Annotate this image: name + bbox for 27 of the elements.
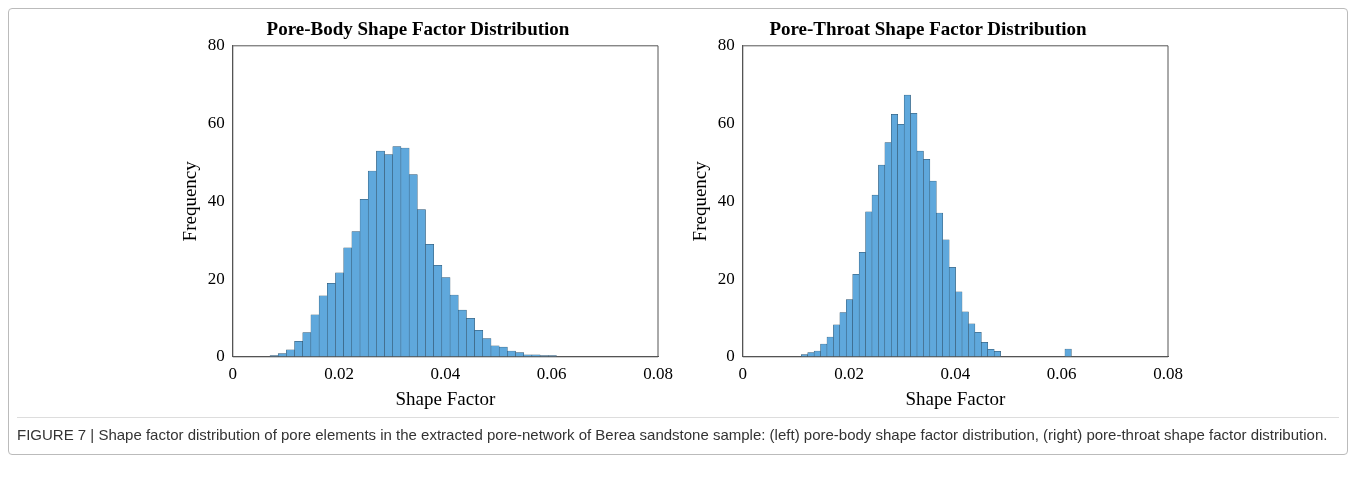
- x-tick-label: 0.02: [834, 364, 864, 384]
- x-tick-label: 0.02: [324, 364, 354, 384]
- x-tick-label: 0: [738, 364, 748, 384]
- y-tick-label: 60: [717, 113, 735, 133]
- x-axis-title: Shape Factor: [395, 387, 496, 409]
- x-tick-label: 0: [228, 364, 238, 384]
- chart-title: Pore-Throat Shape Factor Distribution: [769, 18, 1088, 40]
- y-tick-label: 40: [207, 190, 225, 210]
- y-tick-label: 80: [717, 35, 735, 55]
- x-tick-label: 0.06: [1046, 364, 1077, 384]
- x-tick-label: 0.08: [643, 364, 673, 384]
- y-axis-title: Frequency: [179, 160, 201, 242]
- caption: FIGURE 7 | Shape factor distribution of pore elements in the extracted pore-network of Berea sandstone sample: (left) pore-body shape factor distribution, (right) pore-throat shape factor distribution.: [17, 425, 1329, 445]
- x-tick-label: 0.06: [536, 364, 567, 384]
- y-tick-label: 60: [207, 113, 225, 133]
- x-tick-label: 0.08: [1153, 364, 1183, 384]
- x-tick-label: 0.04: [940, 364, 971, 384]
- y-tick-label: 20: [207, 268, 225, 288]
- x-tick-label: 0.04: [430, 364, 461, 384]
- y-tick-label: 20: [717, 268, 735, 288]
- chart-title: Pore-Body Shape Factor Distribution: [266, 18, 570, 40]
- y-tick-label: 40: [717, 190, 735, 210]
- y-axis-title: Frequency: [689, 160, 711, 242]
- y-tick-label: 80: [207, 35, 225, 55]
- y-tick-label: 0: [726, 346, 735, 366]
- y-tick-label: 0: [216, 346, 225, 366]
- x-axis-title: Shape Factor: [905, 387, 1006, 409]
